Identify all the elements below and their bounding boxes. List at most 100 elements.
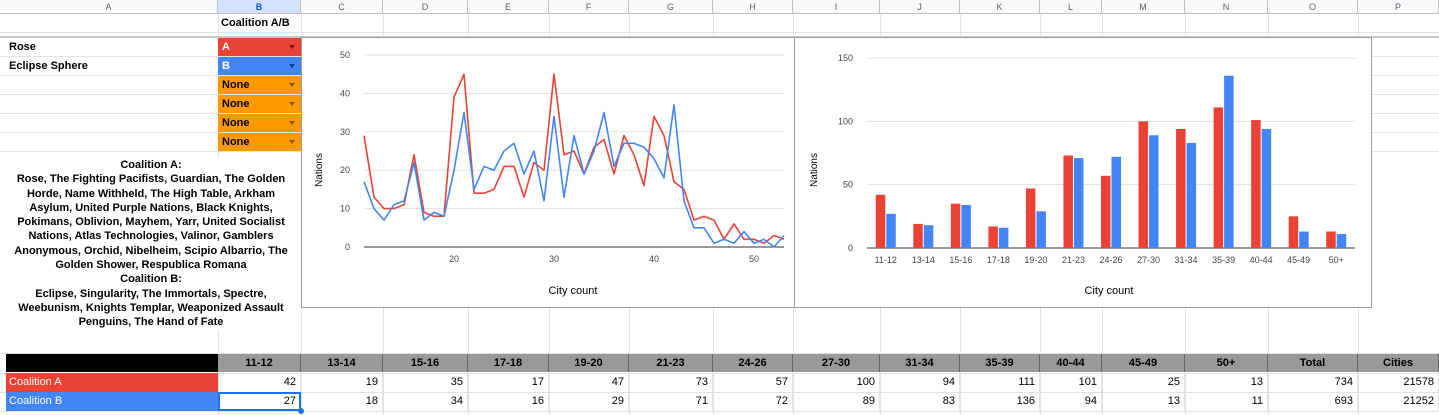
table-cell[interactable]: 100 [793, 373, 880, 392]
table-header-40-44[interactable]: 40-44 [1040, 354, 1102, 372]
column-header-C[interactable]: C [301, 0, 383, 14]
column-header-G[interactable]: G [629, 0, 713, 14]
bar-coalition-a[interactable] [1063, 155, 1073, 248]
selected-cell-outline[interactable] [218, 392, 301, 411]
table-header-cities[interactable]: Cities [1358, 354, 1439, 372]
coalition-membership-text[interactable]: Coalition A: Rose, The Fighting Pacifist… [6, 158, 296, 330]
column-header-L[interactable]: L [1040, 0, 1102, 14]
bar-coalition-a[interactable] [950, 203, 961, 248]
table-header-27-30[interactable]: 27-30 [793, 354, 880, 372]
coalition-dropdown-4[interactable]: None [218, 95, 301, 113]
dropdown-arrow-icon[interactable] [289, 64, 295, 68]
table-header-19-20[interactable]: 19-20 [549, 354, 629, 372]
table-header-11-12[interactable]: 11-12 [218, 354, 301, 372]
table-cell[interactable]: 21252 [1358, 392, 1439, 411]
bar-coalition-b[interactable] [998, 227, 1009, 248]
dropdown-arrow-icon[interactable] [289, 45, 295, 49]
table-row-label[interactable]: Coalition A [6, 373, 218, 392]
table-row-label[interactable]: Coalition B [6, 392, 218, 411]
bar-coalition-a[interactable] [1288, 216, 1299, 248]
coalition-dropdown-5[interactable]: None [218, 114, 301, 132]
selection-handle[interactable] [298, 408, 304, 414]
bar-coalition-b[interactable] [1149, 135, 1159, 248]
bar-coalition-b[interactable] [1111, 156, 1122, 248]
dropdown-arrow-icon[interactable] [289, 83, 295, 87]
column-header-N[interactable]: N [1185, 0, 1268, 14]
bar-coalition-b[interactable] [1224, 75, 1234, 248]
table-cell[interactable]: 83 [880, 392, 960, 411]
table-cell[interactable]: 35 [383, 373, 468, 392]
column-header-O[interactable]: O [1268, 0, 1358, 14]
table-cell[interactable]: 17 [468, 373, 549, 392]
coalition-dropdown-eclipse-sphere[interactable]: B [218, 57, 301, 75]
bar-coalition-b[interactable] [1073, 158, 1084, 248]
table-header-35-39[interactable]: 35-39 [960, 354, 1040, 372]
table-header-total[interactable]: Total [1268, 354, 1358, 372]
coalition-dropdown-6[interactable]: None [218, 133, 301, 151]
table-cell[interactable]: 71 [629, 392, 713, 411]
column-header-K[interactable]: K [960, 0, 1040, 14]
bar-coalition-a[interactable] [1101, 175, 1111, 248]
table-cell[interactable]: 72 [713, 392, 793, 411]
table-cell[interactable]: 57 [713, 373, 793, 392]
table-cell[interactable]: 34 [383, 392, 468, 411]
column-header-I[interactable]: I [793, 0, 880, 14]
table-cell[interactable]: 42 [218, 373, 301, 392]
table-cell[interactable]: 693 [1268, 392, 1358, 411]
table-cell[interactable]: 13 [1185, 373, 1268, 392]
table-cell[interactable]: 29 [549, 392, 629, 411]
column-header-M[interactable]: M [1102, 0, 1185, 14]
bar-coalition-a[interactable] [1213, 107, 1224, 249]
coalition-dropdown-3[interactable]: None [218, 76, 301, 94]
table-header-45-49[interactable]: 45-49 [1102, 354, 1185, 372]
column-header-H[interactable]: H [713, 0, 793, 14]
bar-coalition-a[interactable] [913, 223, 923, 248]
column-header-D[interactable]: D [383, 0, 468, 14]
table-cell[interactable]: 94 [1040, 392, 1102, 411]
bar-coalition-a[interactable] [875, 194, 886, 248]
dropdown-arrow-icon[interactable] [289, 102, 295, 106]
table-cell[interactable]: 89 [793, 392, 880, 411]
table-corner-cell[interactable] [6, 354, 218, 372]
table-cell[interactable]: 101 [1040, 373, 1102, 392]
bar-coalition-a[interactable] [988, 226, 998, 248]
column-header-P[interactable]: P [1358, 0, 1439, 14]
table-header-17-18[interactable]: 17-18 [468, 354, 549, 372]
table-header-21-23[interactable]: 21-23 [629, 354, 713, 372]
line-chart[interactable]: 0 10 20 30 40 50 20 30 40 50 City count Nations [301, 37, 795, 308]
table-header-15-16[interactable]: 15-16 [383, 354, 468, 372]
bar-coalition-b[interactable] [1261, 128, 1272, 248]
bar-coalition-b[interactable] [961, 204, 971, 248]
column-header-J[interactable]: J [880, 0, 960, 14]
table-header-24-26[interactable]: 24-26 [713, 354, 793, 372]
table-cell[interactable]: 111 [960, 373, 1040, 392]
bar-coalition-a[interactable] [1176, 128, 1186, 248]
row-name-eclipse-sphere[interactable]: Eclipse Sphere [9, 60, 88, 72]
bar-coalition-a[interactable] [1025, 188, 1036, 248]
table-cell[interactable]: 11 [1185, 392, 1268, 411]
coalition-header-cell[interactable]: Coalition A/B [221, 17, 290, 29]
table-cell[interactable]: 16 [468, 392, 549, 411]
dropdown-arrow-icon[interactable] [289, 121, 295, 125]
bar-chart[interactable]: 0 50 100 150 11-12 13-14 15-16 17-18 19-20 21-23 2… [794, 37, 1372, 308]
table-header-13-14[interactable]: 13-14 [301, 354, 383, 372]
bar-coalition-b[interactable] [1299, 231, 1309, 248]
table-cell[interactable]: 136 [960, 392, 1040, 411]
coalition-dropdown-rose[interactable]: A [218, 38, 301, 56]
line-series-coalition-b[interactable] [363, 104, 785, 248]
table-cell[interactable]: 19 [301, 373, 383, 392]
column-header-A[interactable]: A [0, 0, 218, 14]
bar-coalition-a[interactable] [1138, 121, 1149, 248]
bar-coalition-b[interactable] [886, 213, 896, 248]
row-name-rose[interactable]: Rose [9, 41, 36, 53]
bar-coalition-b[interactable] [1186, 142, 1197, 248]
bar-coalition-b[interactable] [1336, 234, 1347, 248]
table-cell[interactable]: 13 [1102, 392, 1185, 411]
table-cell[interactable]: 25 [1102, 373, 1185, 392]
dropdown-arrow-icon[interactable] [289, 140, 295, 144]
table-cell[interactable]: 21578 [1358, 373, 1439, 392]
column-header-E[interactable]: E [468, 0, 549, 14]
table-cell[interactable]: 73 [629, 373, 713, 392]
column-header-F[interactable]: F [549, 0, 629, 14]
bar-coalition-b[interactable] [1036, 211, 1046, 248]
